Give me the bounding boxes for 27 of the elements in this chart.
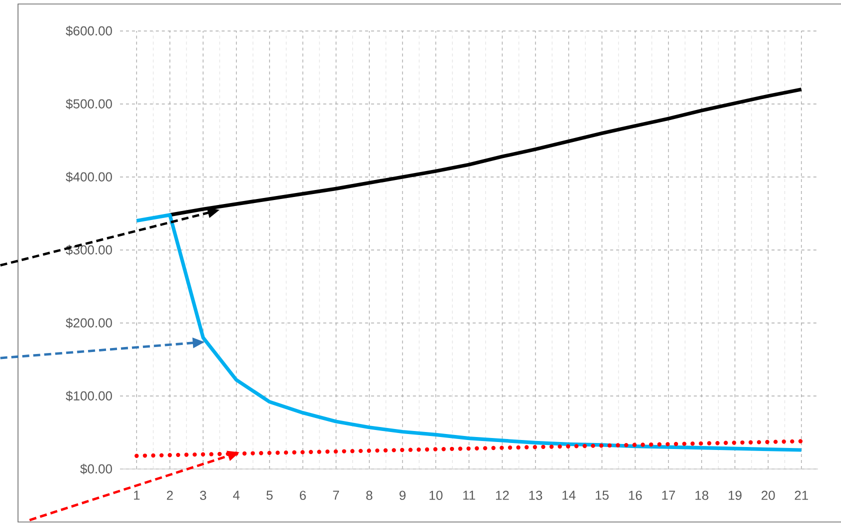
x-tick-label: 19 bbox=[728, 490, 742, 500]
x-tick-label: 21 bbox=[794, 490, 808, 500]
x-tick-label: 7 bbox=[333, 490, 339, 500]
x-tick-label: 16 bbox=[628, 490, 642, 500]
x-tick-label: 13 bbox=[529, 490, 542, 500]
y-tick-label: $0.00 bbox=[80, 464, 112, 474]
x-tick-label: 18 bbox=[695, 490, 708, 500]
x-tick-label: 17 bbox=[662, 490, 675, 500]
x-tick-label: 2 bbox=[166, 490, 173, 500]
x-tick-label: 20 bbox=[762, 490, 775, 500]
x-tick-label: 5 bbox=[266, 490, 273, 500]
x-tick-label: 9 bbox=[400, 490, 406, 500]
x-tick-label: 8 bbox=[366, 490, 372, 500]
x-tick-label: 10 bbox=[430, 490, 442, 500]
x-tick-label: 12 bbox=[496, 490, 509, 500]
y-tick-label: $600.00 bbox=[66, 26, 112, 36]
x-tick-label: 14 bbox=[562, 490, 576, 500]
x-tick-label: 6 bbox=[300, 490, 306, 500]
x-tick-label: 1 bbox=[134, 490, 140, 500]
x-tick-label: 4 bbox=[233, 490, 240, 500]
x-tick-label: 3 bbox=[200, 490, 206, 500]
y-tick-label: $100.00 bbox=[66, 390, 112, 402]
x-tick-label: 11 bbox=[463, 490, 476, 500]
y-tick-label: $400.00 bbox=[66, 172, 112, 182]
y-tick-label: $200.00 bbox=[66, 318, 112, 328]
x-tick-label: 15 bbox=[596, 490, 609, 500]
y-tick-label: $500.00 bbox=[66, 98, 112, 110]
